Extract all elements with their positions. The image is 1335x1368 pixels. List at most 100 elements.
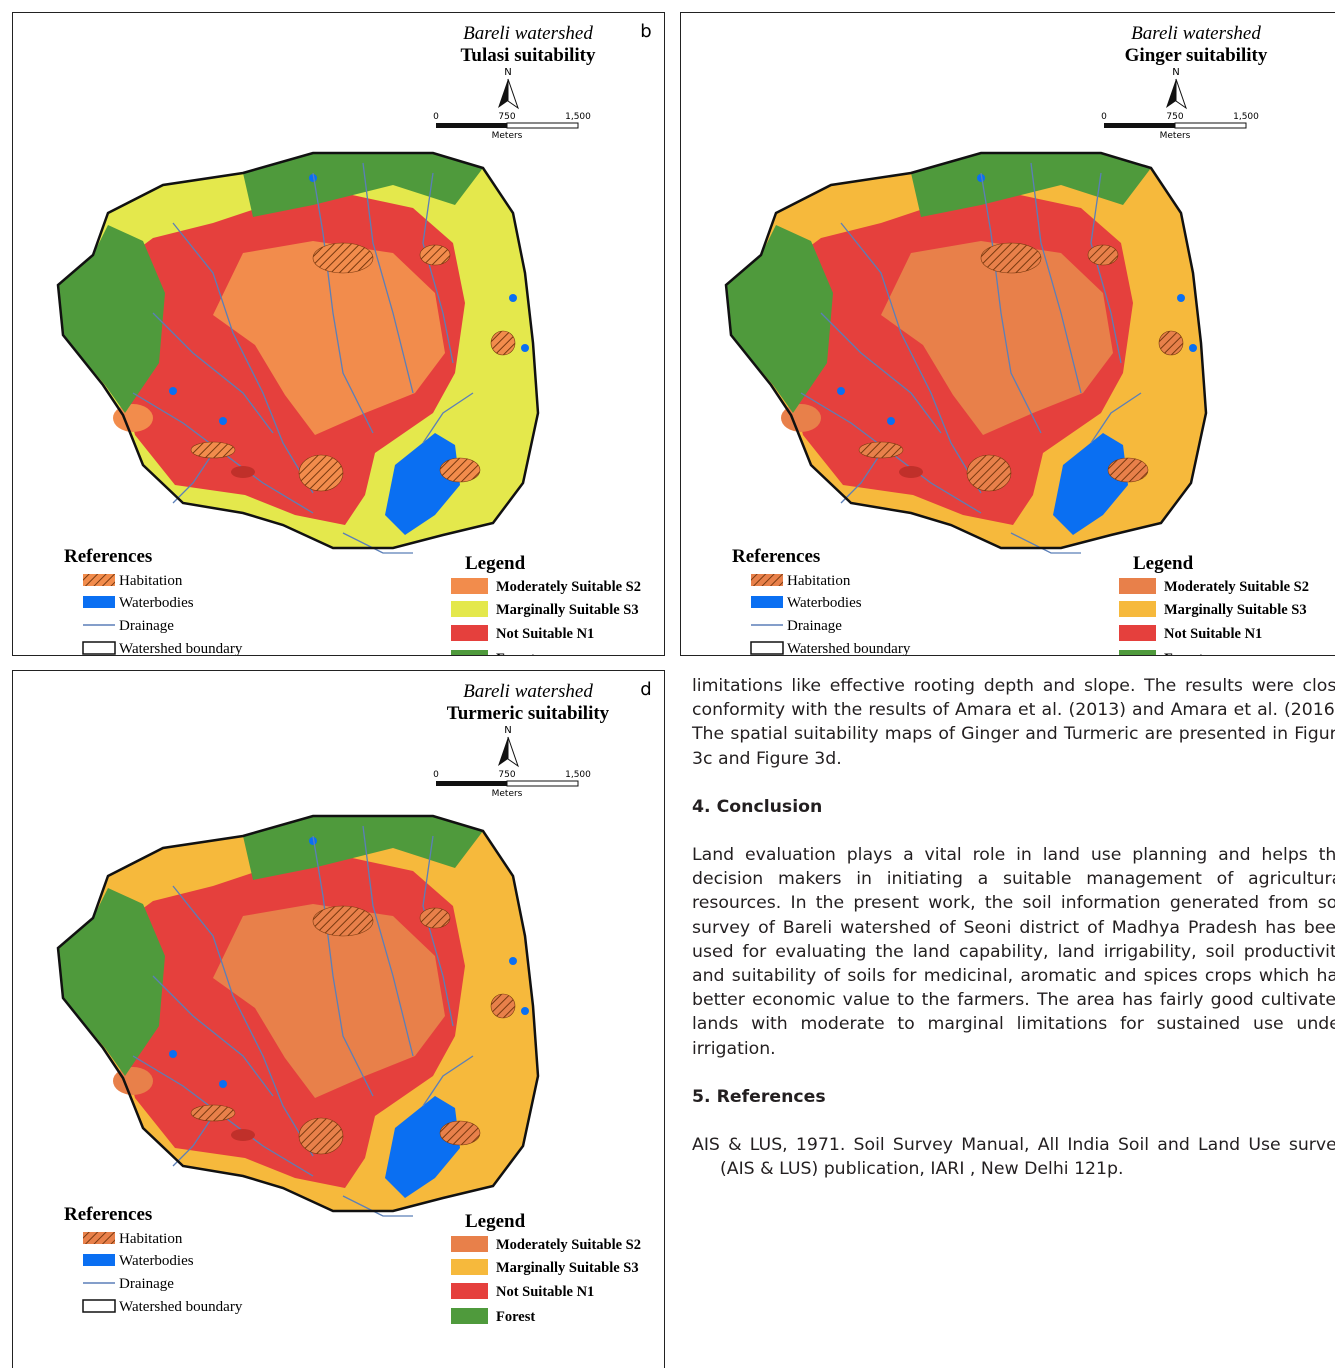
scale-label: 750 [498,770,515,780]
legend-swatch [1119,601,1156,617]
ref-symbol [83,1232,115,1244]
waterbody [219,417,227,425]
habitation [967,455,1011,491]
habitation [420,245,450,265]
section-heading: 4. Conclusion [692,795,1335,819]
ref-item: Habitation [119,573,183,589]
habitation [859,442,903,458]
scale-label: 0 [1101,112,1107,122]
scale-label: 750 [498,112,515,122]
habitation [899,466,923,478]
legend-swatch [451,650,488,656]
ref-symbol [83,1300,115,1312]
ref-item: Waterbodies [119,595,194,611]
habitation [1088,245,1118,265]
ref-item: Watershed boundary [787,641,911,656]
habitation [231,1129,255,1141]
legend-item: Marginally Suitable S3 [496,1260,639,1276]
ref-symbol [751,642,783,654]
ref-item: Habitation [119,1231,183,1247]
ref-symbol [83,574,115,586]
map-title: Tulasi suitability [461,45,596,66]
habitation [313,243,373,273]
waterbody [1189,344,1197,352]
legend-item: Not Suitable N1 [496,626,594,642]
ref-item: Drainage [119,1276,174,1292]
scale-bar [507,781,578,786]
panel-letter: d [640,679,651,700]
paragraph: limitations like effective rooting depth… [692,674,1335,771]
ref-item: Habitation [787,573,851,589]
legend-item: Moderately Suitable S2 [496,579,641,595]
north-arrow [498,737,508,766]
habitation [231,466,255,478]
ref-item: Watershed boundary [119,1299,243,1315]
region-name: Bareli watershed [463,23,593,44]
legend-swatch [451,1308,488,1324]
ref-item: Waterbodies [787,595,862,611]
north-arrow [508,737,518,766]
waterbody [509,294,517,302]
waterbody [509,957,517,965]
legend-item: Forest [496,651,535,656]
legend-swatch [451,1259,488,1275]
scale-label: 750 [1166,112,1183,122]
waterbody [837,387,845,395]
north-arrow [1166,79,1176,108]
legend-swatch [451,1236,488,1252]
ref-symbol [83,1254,115,1266]
scale-bar [1175,123,1246,128]
reference: AIS & LUS, 1971. Soil Survey Manual, All… [692,1133,1335,1181]
north-arrow [498,79,508,108]
scale-bar [436,781,507,786]
map [58,816,538,1216]
map [726,153,1206,553]
region-name: Bareli watershed [1131,23,1261,44]
legend-swatch [451,625,488,641]
habitation [191,442,235,458]
scale-bar [436,123,507,128]
waterbody [887,417,895,425]
habitation [299,1118,343,1154]
body-text: limitations like effective rooting depth… [692,674,1335,1181]
habitation [440,458,480,482]
references-heading: References [732,546,820,567]
region-name: Bareli watershed [463,681,593,702]
legend-heading: Legend [465,1211,526,1232]
legend-heading: Legend [465,553,526,574]
habitation [491,994,515,1018]
habitation [299,455,343,491]
ref-symbol [83,596,115,608]
ref-item: Watershed boundary [119,641,243,656]
legend-item: Forest [496,1309,535,1325]
references-heading: References [64,1204,152,1225]
ref-symbol [83,642,115,654]
references-heading: References [64,546,152,567]
map-figure: Bareli watershedGinger suitabilitycN0750… [681,13,1335,656]
habitation [1108,458,1148,482]
habitation [191,1105,235,1121]
ref-item: Drainage [119,618,174,634]
waterbody [521,344,529,352]
scale-unit: Meters [492,789,523,799]
legend-item: Marginally Suitable S3 [1164,602,1307,618]
legend-swatch [451,578,488,594]
legend-item: Moderately Suitable S2 [496,1237,641,1253]
legend-swatch [451,1283,488,1299]
scale-label: 1,500 [565,112,591,122]
map-panel: Bareli watershedTurmeric suitabilitydN07… [12,670,665,1368]
ref-symbol [751,596,783,608]
legend-swatch [451,601,488,617]
scale-label: 1,500 [1233,112,1259,122]
page: Bareli watershedTulasi suitabilitybN0750… [0,0,1335,1368]
legend-item: Not Suitable N1 [496,1284,594,1300]
map-title: Ginger suitability [1125,45,1268,66]
ref-item: Waterbodies [119,1253,194,1269]
scale-label: 0 [433,770,439,780]
map [58,153,538,553]
waterbody [1177,294,1185,302]
scale-unit: Meters [492,131,523,141]
waterbody [219,1080,227,1088]
